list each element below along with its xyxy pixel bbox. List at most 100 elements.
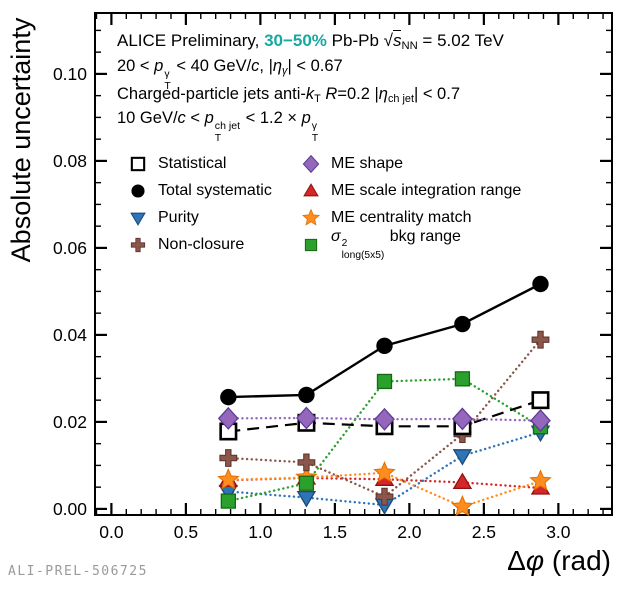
circle-marker (131, 183, 145, 198)
text-segment: , | (259, 57, 273, 75)
legend-item-me-shape: ME shape (298, 150, 521, 177)
text-segment: Total systematic (158, 181, 272, 199)
legend-label: Purity (158, 209, 199, 227)
square-marker (376, 373, 393, 390)
text-segment: Pb-Pb (326, 31, 384, 50)
x-tick-label: 0.0 (99, 522, 124, 542)
diamond-marker (374, 407, 395, 431)
text-segment: NN (401, 40, 418, 53)
text-segment: < (185, 109, 205, 127)
diamond-marker (296, 406, 317, 430)
legend-column-left: Statistical Total systematic Purity Non-clo… (125, 150, 272, 258)
text-segment: bkg range (385, 227, 461, 245)
text-segment: c (177, 109, 186, 127)
header-line-1: ALICE Preliminary, 30−50% Pb-Pb √sNN = 5… (117, 30, 504, 57)
text-segment: σ (331, 227, 341, 245)
square-marker (304, 238, 318, 251)
diamond-marker (302, 154, 320, 173)
text-segment: 20 < (117, 57, 155, 75)
legend-label: ME scale integration range (331, 182, 521, 200)
text-segment: | < 0.7 (413, 85, 460, 103)
series-total-systematic (220, 275, 549, 406)
y-tick-label: 0.04 (53, 325, 87, 345)
series-line (227, 431, 542, 507)
text-segment: =0.2 | (337, 85, 379, 103)
text-segment: = 5.02 TeV (417, 31, 504, 50)
triangle-up-marker (452, 472, 473, 490)
legend-column-right: ME shape ME scale integration range ME cen… (298, 150, 521, 261)
star-icon (302, 208, 320, 226)
script-stack: ch jet T (214, 119, 241, 144)
text-segment: ME shape (331, 154, 404, 172)
legend-item-me-scale-integration-range: ME scale integration range (298, 177, 521, 204)
watermark: ALI-PREL-506725 (8, 564, 148, 579)
x-axis-title: Δφ (rad) (507, 545, 611, 576)
triangle-up-marker (303, 182, 319, 196)
legend-label: ME shape (331, 155, 403, 173)
triangle-down-marker (296, 490, 317, 508)
axis-title-segment: (rad) (544, 545, 611, 576)
circle-marker (298, 386, 315, 404)
open-square-marker (130, 156, 146, 171)
diamond-marker (452, 407, 473, 431)
square-marker (454, 371, 471, 387)
axis-title-segment: Δ (507, 545, 526, 576)
diamond-marker (217, 406, 239, 430)
text-segment: p (154, 57, 164, 75)
circle-marker (532, 275, 549, 293)
axis-title-segment: φ (526, 545, 544, 576)
plus-marker (375, 487, 394, 506)
y-axis-title: Absolute uncertainty (6, 17, 36, 262)
plot-frame (94, 12, 613, 516)
series-me-shape (217, 406, 551, 433)
circle-icon (131, 183, 145, 198)
text-segment: ME centrality match (331, 208, 472, 226)
legend-label: Statistical (158, 155, 226, 173)
text-segment: γ (282, 65, 288, 78)
text-segment: p (301, 109, 311, 127)
text-segment: c (251, 57, 260, 75)
series-non-closure (219, 330, 550, 506)
legend-item-purity: Purity (125, 204, 272, 231)
square-marker (220, 493, 236, 509)
square-marker (298, 475, 315, 491)
plus-marker (130, 237, 146, 252)
star-marker (217, 468, 240, 490)
star-marker (302, 208, 320, 226)
star-marker (451, 494, 474, 517)
text-segment: | < 0.67 (287, 57, 343, 75)
plus-marker (531, 330, 550, 349)
y-tick-label: 0.02 (53, 412, 87, 432)
text-segment: ME scale integration range (331, 181, 522, 199)
legend-label: Total systematic (158, 182, 272, 200)
open-square-marker (531, 391, 550, 410)
plus-marker (219, 449, 238, 467)
circle-marker (220, 388, 237, 406)
header-line-3: Charged-particle jets anti-kT R=0.2 |ηch… (117, 84, 460, 110)
text-segment: R (325, 85, 338, 103)
plus-icon (130, 237, 146, 252)
text-segment: k (305, 85, 315, 103)
open-square-icon (130, 156, 146, 171)
text-segment: ALICE Preliminary, (117, 31, 265, 50)
star-marker (373, 461, 396, 483)
y-tick-label: 0.10 (53, 64, 87, 84)
text-segment: Non-closure (158, 235, 245, 253)
legend-item-non-closure: Non-closure (125, 231, 272, 258)
text-segment: 30−50% (264, 31, 327, 50)
series-long-5x5-bkg-range (220, 371, 549, 509)
text-segment: η (272, 57, 283, 75)
script-stack: 2 long(5x5) (341, 238, 385, 261)
text-segment: Charged-particle jets anti- (117, 85, 306, 103)
legend-label: σ 2 long(5x5) bkg range (331, 228, 461, 262)
legend-label: Non-closure (158, 236, 244, 254)
text-segment: 10 GeV/ (117, 109, 178, 127)
triangle-down-marker (452, 449, 473, 466)
text-segment: η (378, 85, 388, 103)
legend-label: ME centrality match (331, 209, 471, 227)
x-tick-label: 1.0 (248, 522, 273, 542)
x-tick-label: 2.5 (472, 522, 496, 542)
